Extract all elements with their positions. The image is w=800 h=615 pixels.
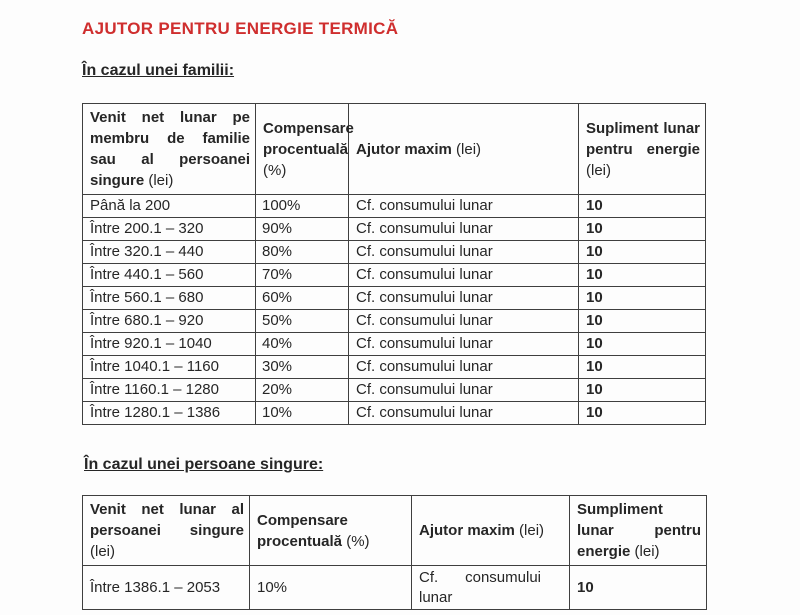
table-row: Între 440.1 – 560 70% Cf. consumului lun… [82, 263, 706, 287]
section-family: În cazul unei familii: Venit net lunar p… [82, 62, 800, 425]
compensation-percent-cell: 20% [255, 378, 349, 402]
header-unit: (lei) [90, 543, 115, 560]
single-person-aid-table: Venit net lunar al persoanei singure (le… [82, 495, 707, 610]
monthly-supplement-cell: 10 [578, 217, 706, 241]
table-row: Între 1280.1 – 1386 10% Cf. consumului l… [82, 401, 706, 425]
col-header-compensation: Compensare procentuală (%) [249, 495, 412, 566]
max-aid-cell: Cf. consumului lunar [348, 309, 579, 333]
header-unit: (%) [263, 161, 287, 179]
income-range-cell: Între 1386.1 – 2053 [82, 565, 250, 610]
table-row: Între 200.1 – 320 90% Cf. consumului lun… [82, 217, 706, 241]
col-header-max-aid: Ajutor maxim (lei) [411, 495, 570, 566]
income-range-cell: Între 920.1 – 1040 [82, 332, 256, 356]
income-range-cell: Între 440.1 – 560 [82, 263, 256, 287]
compensation-percent-cell: 40% [255, 332, 349, 356]
header-label: Ajutor maxim [419, 522, 515, 539]
max-aid-cell: Cf. consumului lunar [348, 355, 579, 379]
max-aid-cell: Cf. consumului lunar [348, 286, 579, 310]
max-aid-cell: Cf. consumului lunar [348, 217, 579, 241]
table-row: Până la 200 100% Cf. consumului lunar 10 [82, 194, 706, 218]
max-aid-cell: Cf. consumului lunar [348, 263, 579, 287]
table-row: Între 1386.1 – 2053 10% Cf. consumului l… [82, 565, 707, 610]
header-unit: (lei) [634, 543, 660, 560]
compensation-percent-cell: 60% [255, 286, 349, 310]
compensation-percent-cell: 50% [255, 309, 349, 333]
table-row: Între 320.1 – 440 80% Cf. consumului lun… [82, 240, 706, 264]
table-row: Între 680.1 – 920 50% Cf. consumului lun… [82, 309, 706, 333]
max-aid-cell: Cf. consumului lunar [411, 565, 570, 610]
monthly-supplement-cell: 10 [578, 240, 706, 264]
header-unit: (lei) [148, 172, 174, 189]
monthly-supplement-cell: 10 [578, 401, 706, 425]
header-label: Ajutor maxim [356, 140, 452, 158]
table-row: Între 920.1 – 1040 40% Cf. consumului lu… [82, 332, 706, 356]
header-unit: (lei) [519, 522, 545, 539]
income-range-cell: Între 1280.1 – 1386 [82, 401, 256, 425]
income-range-cell: Între 200.1 – 320 [82, 217, 256, 241]
max-aid-cell: Cf. consumului lunar [348, 240, 579, 264]
col-header-income: Venit net lunar al persoanei singure (le… [82, 495, 250, 566]
family-table-header-row: Venit net lunar pe membru de familie sau… [82, 103, 706, 195]
col-header-income: Venit net lunar pe membru de familie sau… [82, 103, 256, 195]
section-single-person: În cazul unei persoane singure: Venit ne… [82, 456, 800, 610]
page-title: AJUTOR PENTRU ENERGIE TERMICĂ [82, 19, 399, 38]
income-range-cell: Între 560.1 – 680 [82, 286, 256, 310]
header-unit: (lei) [586, 161, 611, 179]
monthly-supplement-cell: 10 [578, 286, 706, 310]
monthly-supplement-cell: 10 [569, 565, 707, 610]
compensation-percent-cell: 80% [255, 240, 349, 264]
table-row: Între 560.1 – 680 60% Cf. consumului lun… [82, 286, 706, 310]
section-family-heading: În cazul unei familii: [82, 62, 235, 79]
header-label: Venit net lunar pe membru de familie sau… [90, 109, 250, 189]
max-aid-cell: Cf. consumului lunar [348, 401, 579, 425]
table-row: Între 1040.1 – 1160 30% Cf. consumului l… [82, 355, 706, 379]
compensation-percent-cell: 100% [255, 194, 349, 218]
income-range-cell: Între 320.1 – 440 [82, 240, 256, 264]
compensation-percent-cell: 70% [255, 263, 349, 287]
header-label: Sumpliment lunar pentru energie [577, 501, 701, 560]
col-header-supplement: Sumpliment lunar pentru energie (lei) [569, 495, 707, 566]
monthly-supplement-cell: 10 [578, 263, 706, 287]
max-aid-cell: Cf. consumului lunar [348, 378, 579, 402]
income-range-cell: Până la 200 [82, 194, 256, 218]
income-range-cell: Între 1040.1 – 1160 [82, 355, 256, 379]
section-single-heading: În cazul unei persoane singure: [84, 456, 324, 473]
header-label: Venit net lunar al persoanei singure [90, 501, 244, 539]
monthly-supplement-cell: 10 [578, 194, 706, 218]
header-label: Supliment lunar pentru energie [586, 119, 700, 158]
single-table-header-row: Venit net lunar al persoanei singure (le… [82, 495, 707, 566]
header-label: Compensare procentuală [263, 119, 354, 158]
family-aid-table: Venit net lunar pe membru de familie sau… [82, 103, 706, 425]
header-unit: (lei) [456, 140, 482, 158]
col-header-max-aid: Ajutor maxim (lei) [348, 103, 579, 195]
income-range-cell: Între 680.1 – 920 [82, 309, 256, 333]
col-header-supplement: Supliment lunar pentru energie (lei) [578, 103, 706, 195]
compensation-percent-cell: 10% [255, 401, 349, 425]
header-unit: (%) [346, 532, 370, 550]
compensation-percent-cell: 10% [249, 565, 412, 610]
monthly-supplement-cell: 10 [578, 355, 706, 379]
table-row: Între 1160.1 – 1280 20% Cf. consumului l… [82, 378, 706, 402]
compensation-percent-cell: 90% [255, 217, 349, 241]
compensation-percent-cell: 30% [255, 355, 349, 379]
monthly-supplement-cell: 10 [578, 309, 706, 333]
income-range-cell: Între 1160.1 – 1280 [82, 378, 256, 402]
col-header-compensation: Compensare procentuală (%) [255, 103, 354, 195]
max-aid-cell: Cf. consumului lunar [348, 332, 579, 356]
monthly-supplement-cell: 10 [578, 378, 706, 402]
max-aid-cell: Cf. consumului lunar [348, 194, 579, 218]
monthly-supplement-cell: 10 [578, 332, 706, 356]
header-label: Compensare procentuală [257, 511, 348, 550]
